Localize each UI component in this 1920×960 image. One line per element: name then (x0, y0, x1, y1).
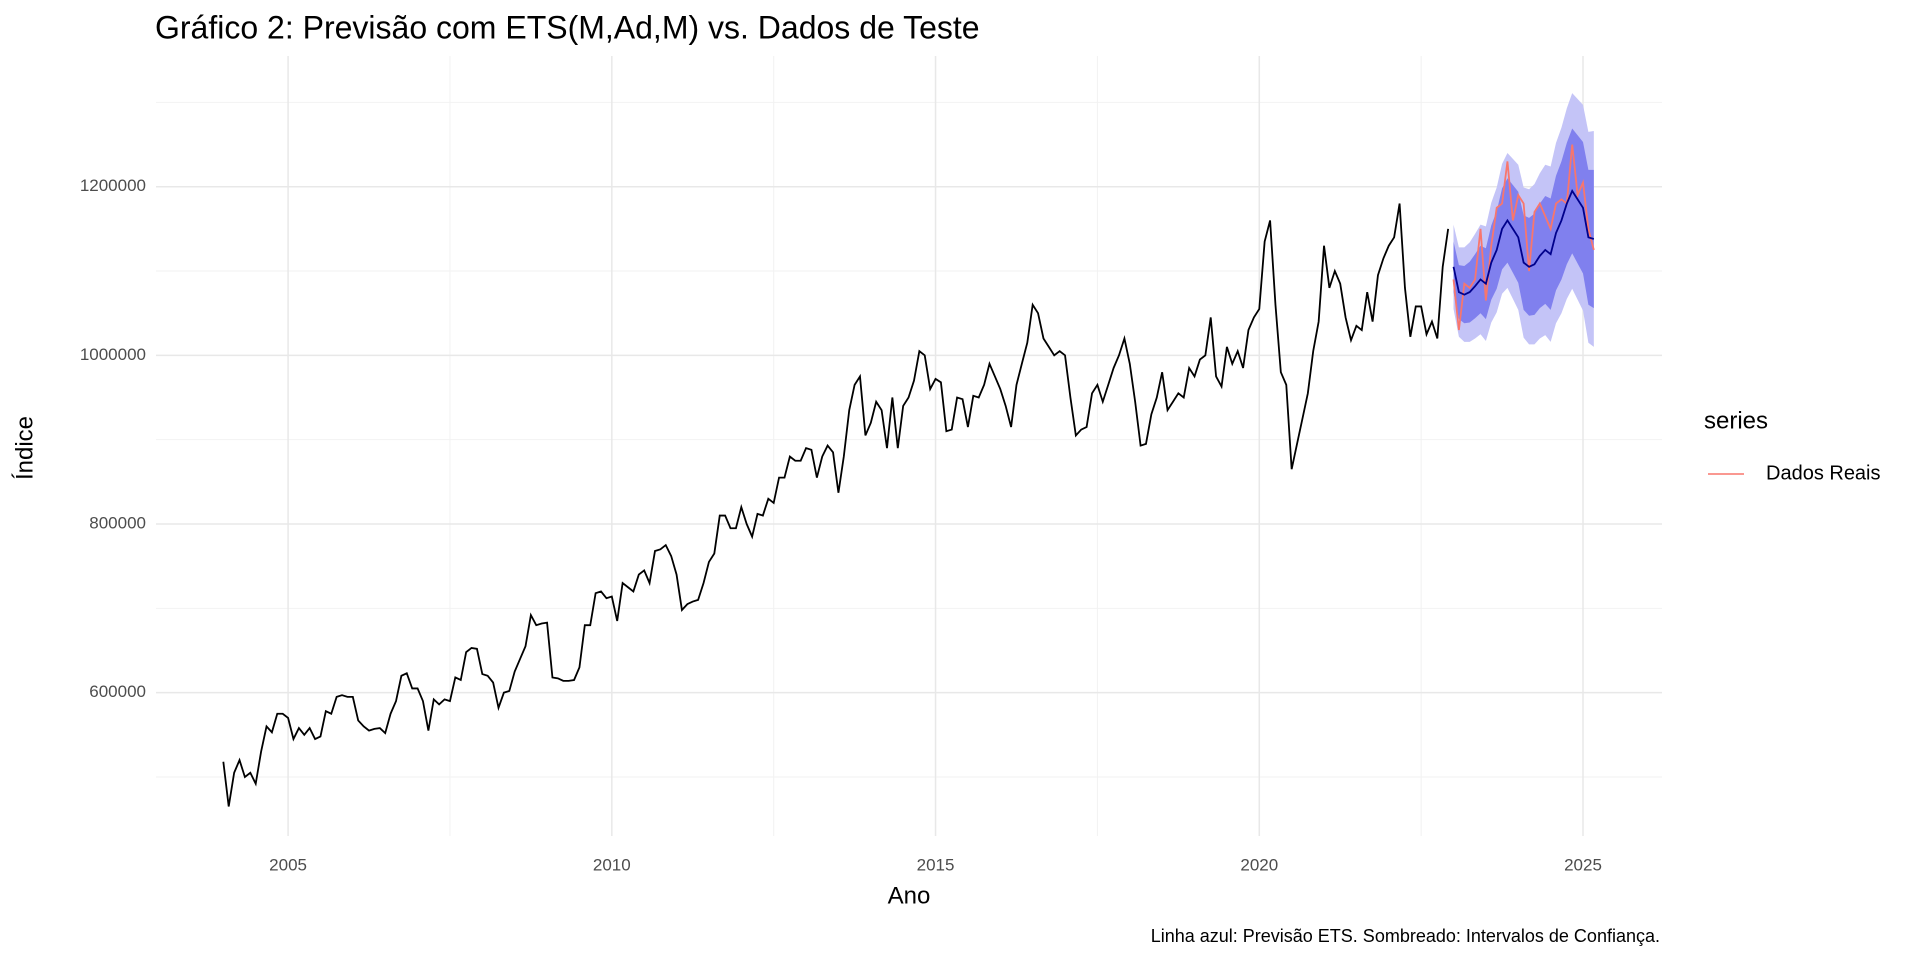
forecast-line (1452, 189, 1595, 296)
y-tick-label: 600000 (89, 682, 146, 701)
y-tick-label: 1000000 (80, 345, 146, 364)
y-tick-label: 800000 (89, 513, 146, 532)
legend-label: Dados Reais (1766, 462, 1881, 484)
series-line (1452, 144, 1595, 331)
x-tick-label: 2010 (593, 855, 631, 874)
x-tick-label: 2020 (1240, 855, 1278, 874)
x-tick-label: 2015 (917, 855, 955, 874)
x-tick-label: 2005 (269, 855, 307, 874)
caption: Linha azul: Previsão ETS. Sombreado: Int… (1151, 926, 1660, 946)
x-axis-title: Ano (888, 882, 931, 909)
y-axis-title: Índice (11, 416, 38, 480)
chart-title: Gráfico 2: Previsão com ETS(M,Ad,M) vs. … (155, 9, 980, 45)
x-tick-label: 2025 (1564, 855, 1602, 874)
history-line (222, 203, 1450, 807)
legend-title: series (1704, 407, 1768, 434)
y-tick-label: 1200000 (80, 176, 146, 195)
